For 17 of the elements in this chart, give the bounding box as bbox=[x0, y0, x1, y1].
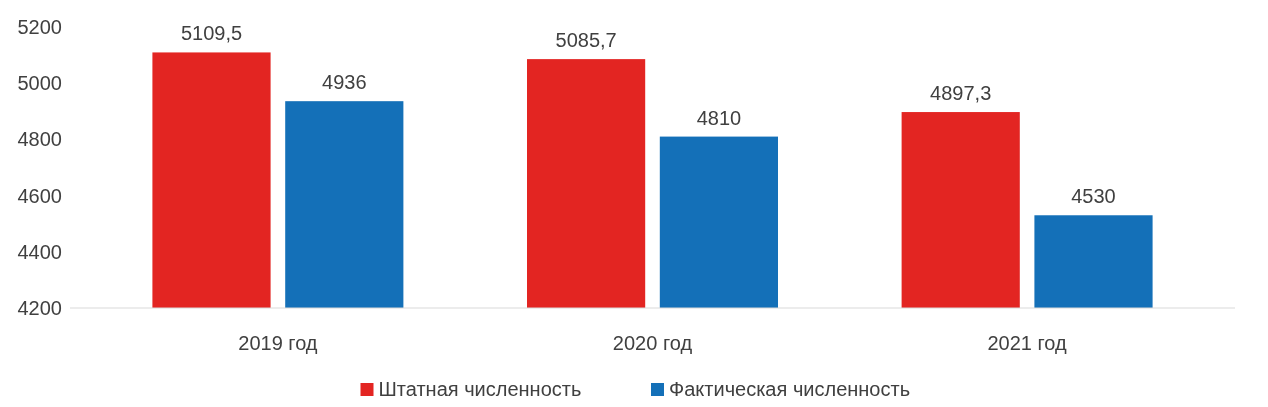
data-label: 4897,3 bbox=[930, 82, 992, 105]
data-label: 4810 bbox=[696, 106, 742, 129]
data-label: 4936 bbox=[322, 71, 367, 94]
x-tick-label: 2021 год bbox=[987, 332, 1068, 354]
data-label: 4530 bbox=[1071, 185, 1116, 208]
data-label: 5109,5 bbox=[180, 22, 243, 45]
y-tick-label: 4400 bbox=[17, 240, 62, 263]
data-label: 5085,7 bbox=[555, 29, 617, 52]
legend-label: Штатная численность bbox=[378, 378, 582, 400]
y-tick-label: 5200 bbox=[17, 16, 62, 38]
y-tick-label: 4800 bbox=[17, 128, 62, 151]
y-tick-label: 5000 bbox=[17, 72, 62, 95]
y-tick-label: 4200 bbox=[17, 297, 62, 319]
y-tick-label: 4600 bbox=[17, 184, 62, 207]
legend-label: Фактическая численность bbox=[669, 378, 911, 400]
x-tick-label: 2019 год bbox=[238, 332, 318, 354]
x-tick-label: 2020 год bbox=[612, 332, 693, 354]
